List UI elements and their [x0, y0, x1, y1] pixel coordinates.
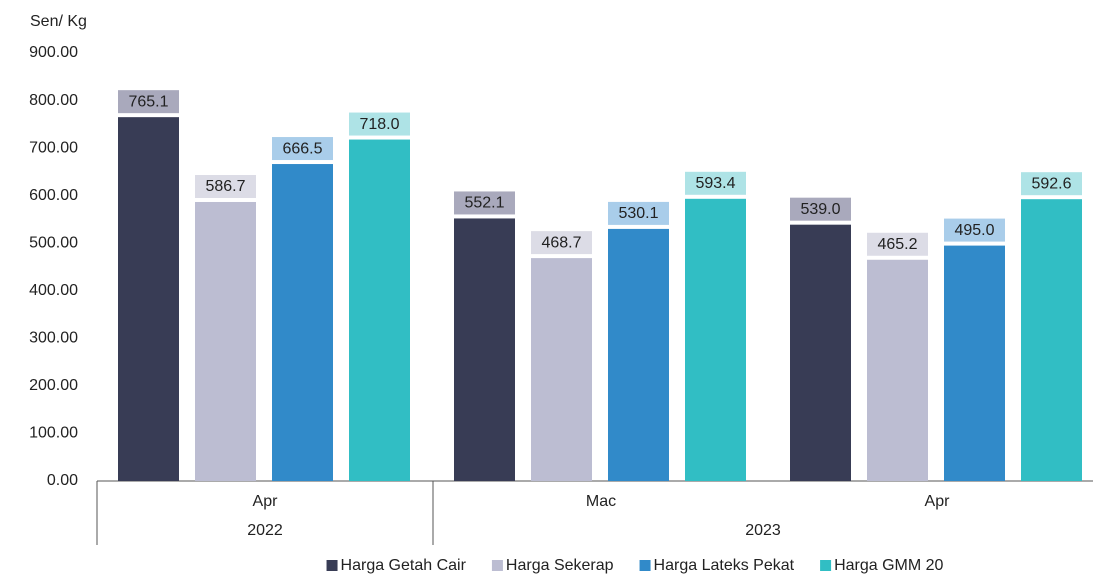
- y-tick-label: 600.00: [29, 187, 78, 204]
- data-label: 593.4: [695, 175, 735, 192]
- data-label: 666.5: [282, 140, 322, 157]
- data-label-box: [685, 171, 746, 195]
- legend-swatch: [639, 560, 651, 571]
- legend-swatch: [820, 560, 832, 571]
- y-tick-label: 200.00: [29, 377, 78, 394]
- bar: [118, 117, 179, 482]
- bar: [608, 228, 669, 481]
- data-label-box: [944, 218, 1005, 242]
- bar: [349, 139, 410, 481]
- bar: [1021, 199, 1082, 481]
- data-label: 468.7: [541, 234, 581, 251]
- y-tick-label: 900.00: [29, 44, 78, 61]
- x-group-label: 2023: [745, 522, 781, 539]
- bar: [195, 201, 256, 481]
- data-label-box: [1021, 172, 1082, 196]
- y-tick-label: 400.00: [29, 282, 78, 299]
- data-label-box: [867, 232, 928, 256]
- data-label: 530.1: [618, 205, 658, 222]
- data-label: 586.7: [205, 178, 245, 195]
- y-tick-label: 100.00: [29, 425, 78, 442]
- y-tick-label: 800.00: [29, 92, 78, 109]
- legend-label: Harga Sekerap: [506, 557, 614, 574]
- x-tick-label: Mac: [586, 493, 616, 510]
- data-label-box: [531, 231, 592, 255]
- data-label-box: [195, 174, 256, 198]
- data-label: 592.6: [1031, 175, 1071, 192]
- bar: [454, 218, 515, 481]
- legend-label: Harga Lateks Pekat: [654, 557, 795, 574]
- y-tick-label: 500.00: [29, 234, 78, 251]
- bar: [944, 245, 1005, 481]
- legend-swatch: [491, 560, 503, 571]
- data-label-box: [349, 112, 410, 136]
- bar: [790, 224, 851, 482]
- y-axis-label: Sen/ Kg: [30, 13, 87, 30]
- data-label: 495.0: [954, 222, 994, 239]
- bar: [867, 259, 928, 481]
- legend-label: Harga Getah Cair: [341, 557, 467, 574]
- legend-label: Harga GMM 20: [834, 557, 943, 574]
- data-label: 718.0: [359, 116, 399, 133]
- x-tick-label: Apr: [925, 493, 951, 510]
- y-tick-label: 0.00: [47, 472, 78, 489]
- y-tick-label: 300.00: [29, 330, 78, 347]
- bar: [272, 164, 333, 481]
- data-label: 765.1: [128, 93, 168, 110]
- data-label: 539.0: [800, 201, 840, 218]
- data-label-box: [118, 90, 179, 114]
- data-label-box: [790, 197, 851, 221]
- bar: [685, 198, 746, 481]
- data-label-box: [454, 191, 515, 215]
- bar: [531, 258, 592, 481]
- data-label-box: [272, 137, 333, 161]
- legend-swatch: [326, 560, 338, 571]
- data-label: 465.2: [877, 236, 917, 253]
- x-group-label: 2022: [247, 522, 283, 539]
- data-label: 552.1: [464, 195, 504, 212]
- y-tick-label: 700.00: [29, 139, 78, 156]
- x-tick-label: Apr: [253, 493, 279, 510]
- data-label-box: [608, 201, 669, 225]
